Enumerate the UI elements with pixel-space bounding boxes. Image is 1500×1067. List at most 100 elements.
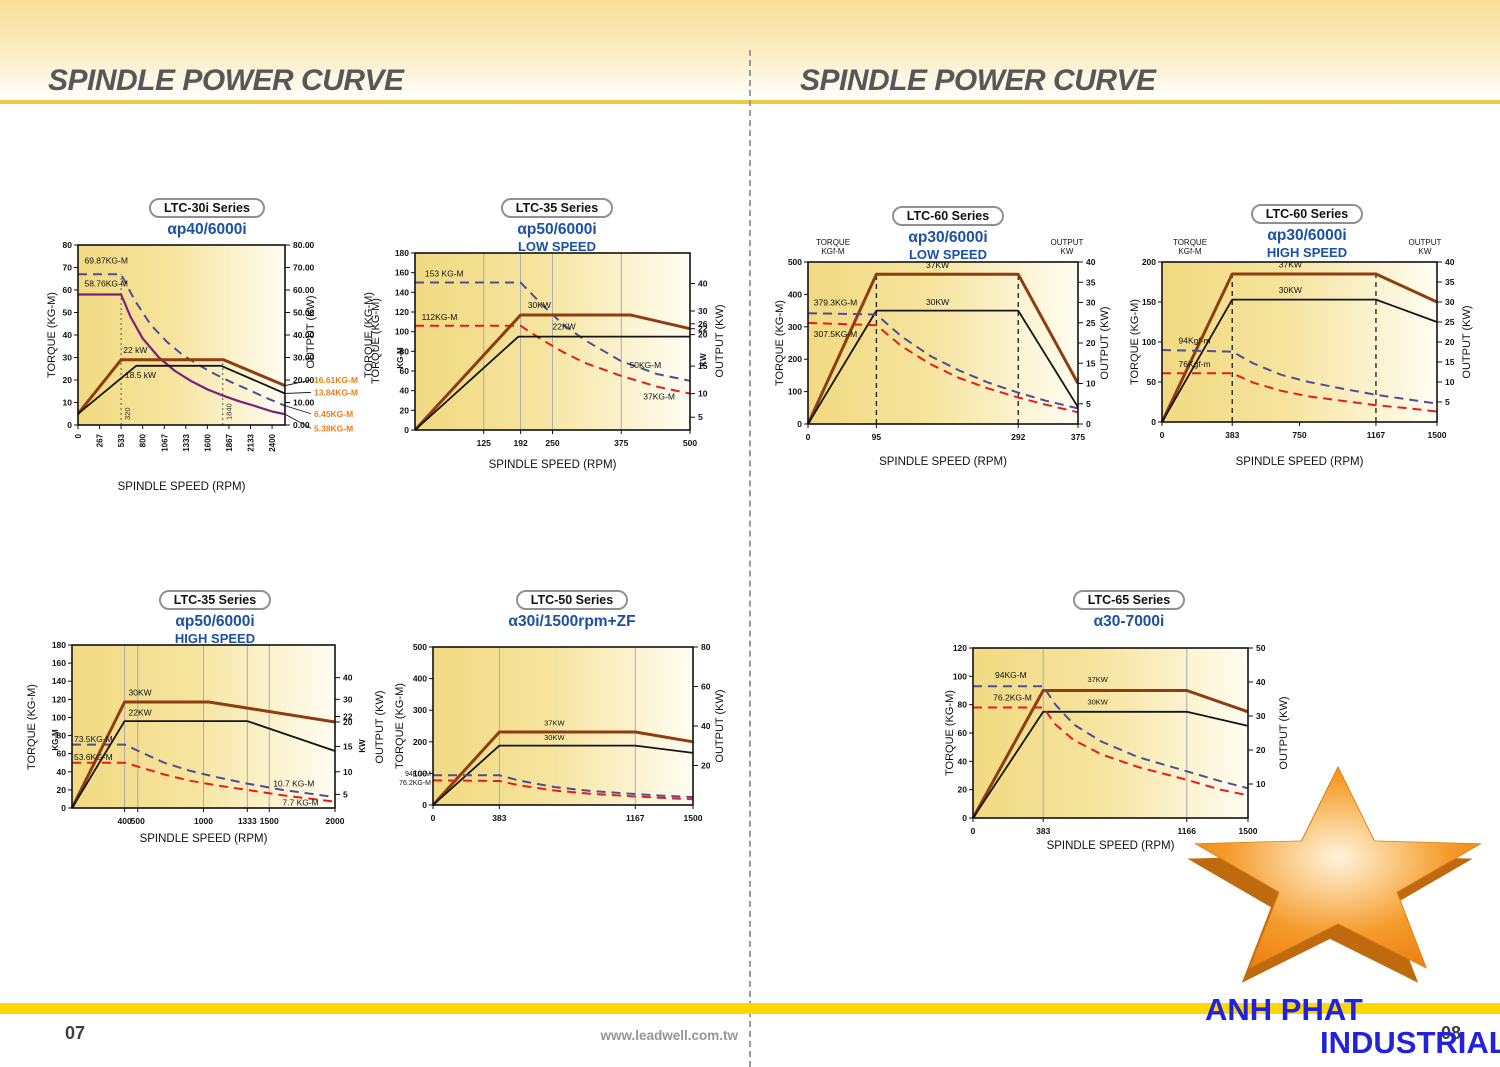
svg-text:100: 100 — [413, 768, 427, 778]
svg-text:30: 30 — [1256, 711, 1266, 721]
series-pill: LTC-65 Series — [1072, 590, 1186, 610]
svg-text:SPINDLE SPEED (RPM): SPINDLE SPEED (RPM) — [489, 459, 617, 471]
svg-text:80: 80 — [400, 346, 410, 356]
svg-text:5: 5 — [1445, 397, 1450, 407]
svg-text:180: 180 — [52, 640, 66, 650]
svg-text:0: 0 — [962, 813, 967, 823]
svg-text:1500: 1500 — [1428, 430, 1447, 440]
svg-text:10: 10 — [1086, 379, 1096, 389]
chart-plot-ltc30i: 320 1840 0 10 20 30 40 50 60 70 80 0.00 10.00 20.00 30… — [42, 240, 387, 498]
svg-text:15: 15 — [1086, 358, 1096, 368]
svg-text:OUTPUT: OUTPUT — [1409, 238, 1442, 247]
svg-text:10: 10 — [63, 398, 73, 408]
svg-text:50: 50 — [1256, 643, 1266, 653]
svg-text:73.5KG-M: 73.5KG-M — [74, 734, 113, 744]
svg-text:180: 180 — [395, 248, 409, 258]
chart-title: αp50/6000i — [517, 221, 597, 238]
svg-text:60: 60 — [400, 366, 410, 376]
svg-text:KG-M: KG-M — [396, 347, 405, 369]
chart-plot-ltc60-high: 0 50 100 150 200 5 10 15 20 25 30 35 40 0 383 750 1167 15… — [1129, 235, 1490, 477]
svg-text:80.00: 80.00 — [293, 240, 315, 250]
chart-plot-ltc50: 0 100 200 300 400 500 20 40 60 80 0 383 1167 1500 37KW… — [393, 640, 738, 823]
page-number-left: 07 — [65, 1023, 86, 1043]
svg-text:30: 30 — [343, 694, 353, 704]
svg-text:TORQUE (KG-M): TORQUE (KG-M) — [26, 684, 38, 770]
svg-text:1840: 1840 — [225, 403, 234, 420]
svg-text:30KW: 30KW — [544, 733, 565, 742]
svg-text:10.00: 10.00 — [293, 398, 315, 408]
svg-text:37KW: 37KW — [1087, 675, 1108, 684]
svg-text:40: 40 — [343, 673, 353, 683]
svg-text:76.2KG-M: 76.2KG-M — [993, 692, 1032, 702]
svg-text:SPINDLE SPEED (RPM): SPINDLE SPEED (RPM) — [140, 833, 268, 845]
svg-text:94KG-M: 94KG-M — [995, 670, 1027, 680]
svg-text:0: 0 — [422, 800, 427, 810]
svg-text:375: 375 — [614, 438, 628, 448]
chart-header-ltc30i: LTC-30i Series αp40/6000i — [97, 198, 317, 239]
svg-text:2000: 2000 — [326, 816, 345, 826]
svg-text:5: 5 — [698, 412, 703, 422]
svg-text:800: 800 — [139, 433, 148, 447]
svg-text:292: 292 — [1011, 432, 1025, 442]
chart-title: αp50/6000i — [175, 613, 255, 630]
svg-text:40.00: 40.00 — [293, 330, 315, 340]
svg-text:70: 70 — [63, 263, 73, 273]
svg-text:37KW: 37KW — [544, 718, 565, 727]
svg-text:140: 140 — [52, 676, 66, 686]
star-logo — [1187, 765, 1483, 983]
svg-text:40: 40 — [958, 756, 968, 766]
svg-text:60: 60 — [57, 749, 67, 759]
svg-text:22 kW: 22 kW — [123, 345, 147, 355]
svg-text:267: 267 — [96, 433, 105, 447]
svg-text:SPINDLE SPEED (RPM): SPINDLE SPEED (RPM) — [1047, 840, 1175, 852]
chart-plot-ltc35-low: 0 20 40 60 80 100 120 140 160 180 40 30 26 22 20 15 10 5 1… — [365, 248, 735, 478]
svg-text:1067: 1067 — [160, 433, 169, 451]
svg-text:35: 35 — [1086, 277, 1096, 287]
svg-text:500: 500 — [788, 257, 802, 267]
svg-text:500: 500 — [131, 816, 145, 826]
svg-text:37KW: 37KW — [1279, 260, 1302, 270]
svg-text:750: 750 — [1292, 430, 1306, 440]
svg-text:375: 375 — [1071, 432, 1085, 442]
chart-header-ltc35-high: LTC-35 Series αp50/6000i HIGH SPEED — [105, 590, 325, 646]
svg-text:40: 40 — [1445, 257, 1455, 267]
svg-text:20: 20 — [698, 330, 708, 340]
chart-subtitle: LOW SPEED — [517, 239, 596, 254]
svg-text:100: 100 — [52, 712, 66, 722]
svg-text:22KW: 22KW — [553, 322, 576, 332]
svg-text:20: 20 — [1086, 338, 1096, 348]
svg-text:10: 10 — [343, 767, 353, 777]
svg-text:SPINDLE SPEED (RPM): SPINDLE SPEED (RPM) — [1236, 456, 1364, 468]
chart-header-ltc65: LTC-65 Series α30-7000i — [1019, 590, 1239, 631]
svg-text:16.61KG-M: 16.61KG-M — [314, 375, 358, 385]
svg-text:20: 20 — [958, 785, 968, 795]
page-number-right: 08 — [1441, 1023, 1462, 1043]
svg-text:307.5KG-M: 307.5KG-M — [814, 329, 857, 339]
svg-text:7.7 KG-M: 7.7 KG-M — [282, 797, 318, 807]
series-pill: LTC-30i Series — [149, 198, 265, 218]
svg-text:40: 40 — [400, 386, 410, 396]
svg-text:6.45KG-M: 6.45KG-M — [314, 409, 353, 419]
svg-text:2133: 2133 — [246, 433, 255, 451]
svg-text:OUTPUT (KW): OUTPUT (KW) — [1278, 696, 1290, 769]
svg-text:30KW: 30KW — [1087, 698, 1108, 707]
svg-text:OUTPUT (KW): OUTPUT (KW) — [305, 295, 317, 368]
svg-text:30: 30 — [1086, 298, 1096, 308]
svg-text:30KW: 30KW — [926, 297, 949, 307]
svg-text:0: 0 — [806, 432, 811, 442]
svg-text:0: 0 — [74, 433, 83, 438]
svg-text:150: 150 — [1142, 297, 1156, 307]
svg-text:0: 0 — [61, 803, 66, 813]
svg-text:200: 200 — [788, 354, 802, 364]
svg-text:20: 20 — [1256, 745, 1266, 755]
svg-text:153 KG-M: 153 KG-M — [425, 269, 464, 279]
svg-text:0.00: 0.00 — [293, 420, 310, 430]
svg-text:100: 100 — [395, 327, 409, 337]
svg-text:120: 120 — [953, 643, 967, 653]
series-pill: LTC-60 Series — [891, 206, 1005, 226]
svg-text:22: 22 — [343, 712, 353, 722]
chart-subtitle: HIGH SPEED — [1266, 245, 1348, 260]
svg-text:OUTPUT: OUTPUT — [1051, 238, 1084, 247]
svg-text:TORQUE (KG-M): TORQUE (KG-M) — [774, 300, 786, 386]
svg-text:192: 192 — [514, 438, 528, 448]
